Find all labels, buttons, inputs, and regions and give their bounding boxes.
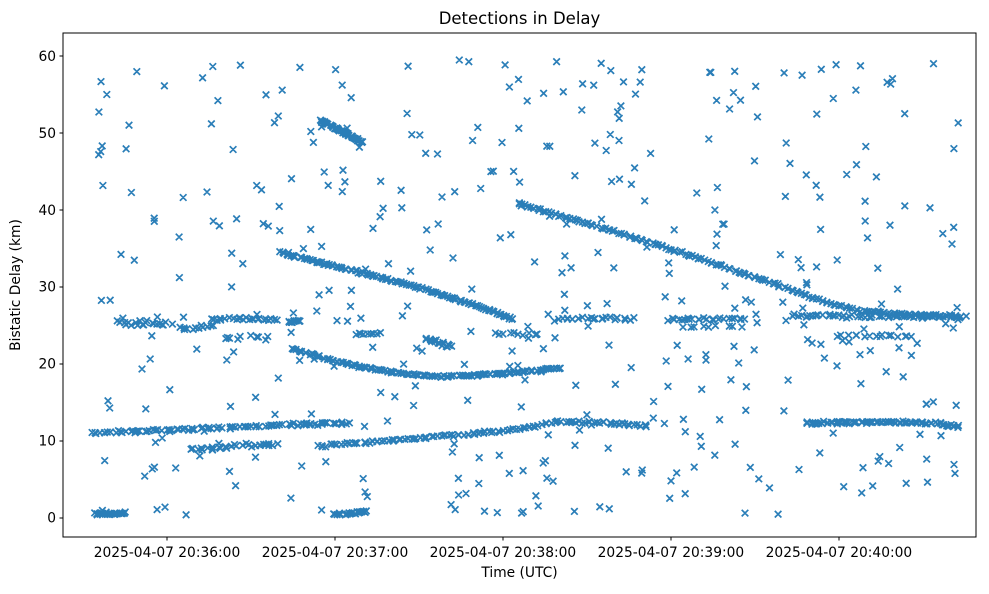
y-tick-label: 60 xyxy=(38,49,56,65)
y-tick-label: 30 xyxy=(38,280,56,296)
y-tick-label: 20 xyxy=(38,357,56,373)
y-tick-label: 50 xyxy=(38,126,56,142)
y-tick-label: 40 xyxy=(38,203,56,219)
x-tick-label: 2025-04-07 20:36:00 xyxy=(94,545,241,561)
axes-spine xyxy=(62,32,977,538)
detection-markers xyxy=(88,56,971,519)
axes-layer xyxy=(62,32,977,538)
y-axis-label: Bistatic Delay (km) xyxy=(8,219,24,351)
ticks-layer: 2025-04-07 20:36:00 2025-04-07 20:37:00 20… xyxy=(38,49,912,561)
x-axis-label: Time (UTC) xyxy=(480,565,557,581)
x-tick-label: 2025-04-07 20:38:00 xyxy=(430,545,577,561)
chart-title: Detections in Delay xyxy=(439,9,601,28)
y-tick-label: 0 xyxy=(47,511,56,527)
x-tick-label: 2025-04-07 20:39:00 xyxy=(598,545,745,561)
data-points-layer xyxy=(88,56,971,519)
x-tick-label: 2025-04-07 20:37:00 xyxy=(262,545,409,561)
x-tick-label: 2025-04-07 20:40:00 xyxy=(766,545,913,561)
y-tick-label: 10 xyxy=(38,434,56,450)
